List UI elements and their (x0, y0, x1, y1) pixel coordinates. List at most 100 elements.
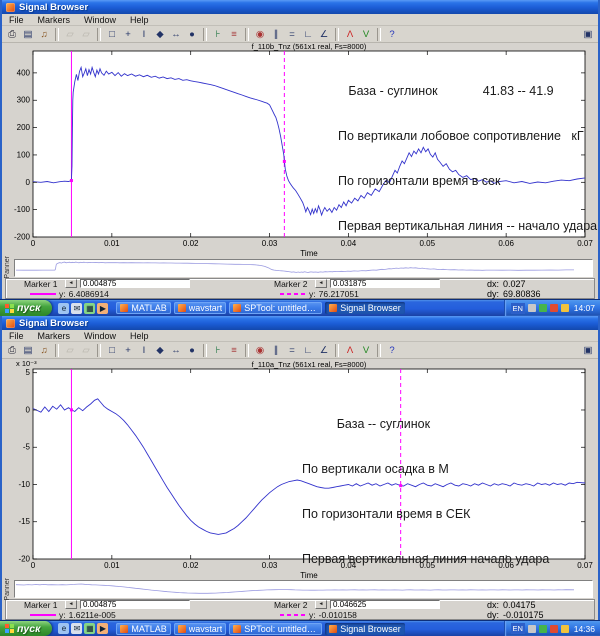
zoom-in-x-icon[interactable]: ↔ (171, 344, 181, 356)
tray-icon-4[interactable] (560, 624, 569, 633)
start-label: пуск (17, 622, 41, 635)
tray-icon-4[interactable] (560, 304, 569, 312)
dock-figure-icon[interactable]: ▣ (583, 28, 593, 40)
marker2-select-button[interactable]: ◄ (315, 279, 327, 288)
taskbar-button-signal-browser[interactable]: Signal Browser (325, 302, 405, 314)
svg-text:x 10⁻³: x 10⁻³ (16, 359, 37, 368)
print-icon[interactable]: ⎙ (8, 344, 16, 356)
panner[interactable] (14, 580, 593, 598)
taskbar-button-matlab[interactable]: MATLAB (116, 302, 171, 314)
zoom-out-x-icon[interactable]: ● (189, 28, 195, 40)
signal-plot-svg[interactable]: 0 0.01 0.02 0.03 0.04 0.05 0.06 0.07 5 0 -5 -10 -15 -… (2, 359, 598, 580)
internet-explorer-icon[interactable]: e (58, 623, 70, 634)
zoom-in-y-icon[interactable]: Ι (142, 344, 146, 356)
start-button[interactable]: пуск (0, 300, 53, 316)
language-indicator[interactable]: EN (510, 302, 525, 314)
vertical-markers-icon[interactable]: ⊦ (215, 344, 221, 356)
signal-plot-svg[interactable]: 0 0.01 0.02 0.03 0.04 0.05 0.06 0.07 -200 -100 0 10… (2, 42, 598, 258)
internet-explorer-icon[interactable]: e (58, 302, 70, 314)
menu-window[interactable]: Window (84, 330, 117, 341)
marker1-select-button[interactable]: ◄ (65, 279, 77, 288)
tray-icon-3[interactable] (549, 624, 558, 633)
toolbar-separator (55, 27, 59, 41)
menu-file[interactable]: File (9, 330, 24, 341)
mail-icon[interactable]: ✉ (71, 623, 83, 634)
marker2-position-input[interactable] (330, 279, 440, 288)
horizontal-markers-icon[interactable]: ≡ (231, 28, 237, 40)
show-desktop-icon[interactable]: ▦ (84, 623, 96, 634)
play-audio-icon[interactable]: ♫ (40, 28, 48, 40)
taskbar-button-wavstart[interactable]: wavstart (173, 302, 227, 314)
marker2-select-button[interactable]: ◄ (315, 600, 327, 609)
menu-window[interactable]: Window (84, 14, 117, 25)
zoom-out-y-icon[interactable]: ◆ (156, 28, 164, 40)
marker-slope-icon[interactable]: ∠ (319, 28, 329, 40)
dock-figure-icon[interactable]: ▣ (583, 344, 593, 356)
restore-view-icon[interactable]: + (125, 344, 131, 356)
zoom-out-y-icon[interactable]: ◆ (156, 344, 164, 356)
menu-markers[interactable]: Markers (37, 330, 71, 341)
peaks-icon[interactable]: Λ (346, 28, 354, 40)
print-preview-icon[interactable]: ▤ (23, 344, 33, 356)
valleys-icon[interactable]: V (362, 344, 370, 356)
tray-icon-1[interactable] (527, 624, 536, 633)
taskbar-top: пуск e ✉ ▦ ▶ MATLAB wavstart SPTool: untitled.s… (0, 299, 600, 316)
mail-icon[interactable]: ✉ (71, 302, 83, 314)
svg-text:0: 0 (26, 405, 31, 414)
annotation-line: База - суглинок 41.83 -- 41.9 (338, 84, 554, 98)
track-signal-icon[interactable]: ◉ (255, 28, 265, 40)
menu-help[interactable]: Help (130, 330, 149, 341)
print-preview-icon[interactable]: ▤ (23, 28, 33, 40)
taskbar-button-wavstart[interactable]: wavstart (173, 622, 227, 635)
valleys-icon[interactable]: V (362, 28, 370, 40)
track-signal-icon[interactable]: ◉ (255, 344, 265, 356)
vertical-markers-icon[interactable]: ⊦ (215, 28, 221, 40)
peaks-icon[interactable]: Λ (346, 344, 354, 356)
static-markers-icon[interactable]: = (289, 28, 295, 40)
media-player-icon[interactable]: ▶ (97, 623, 109, 634)
taskbar-button-matlab[interactable]: MATLAB (116, 622, 171, 635)
tray-icon-3[interactable] (549, 304, 558, 312)
zoom-in-y-icon[interactable]: Ι (142, 28, 146, 40)
panner-label: Panner (4, 577, 11, 601)
show-desktop-icon[interactable]: ▦ (84, 302, 96, 314)
zoom-in-x-icon[interactable]: ↔ (171, 28, 181, 40)
language-indicator[interactable]: EN (510, 623, 525, 634)
taskbar-button-sptool[interactable]: SPTool: untitled.spt (229, 302, 323, 314)
marker1-position-input[interactable] (80, 279, 190, 288)
start-button[interactable]: пуск (0, 621, 53, 636)
media-player-icon[interactable]: ▶ (97, 302, 109, 314)
restore-view-icon[interactable]: + (125, 28, 131, 40)
annotation-line: По вертикали осадка в М (302, 462, 449, 476)
menu-help[interactable]: Help (130, 14, 149, 25)
tray-icon-2[interactable] (538, 304, 547, 312)
marker1-select-button[interactable]: ◄ (65, 600, 77, 609)
horizontal-markers-icon[interactable]: ≡ (231, 344, 237, 356)
play-audio-icon[interactable]: ♫ (40, 344, 48, 356)
zoom-mouse-icon[interactable]: □ (109, 28, 115, 40)
tray-icon-1[interactable] (527, 304, 536, 312)
menu-file[interactable]: File (9, 14, 24, 25)
marker1-position-input[interactable] (80, 600, 190, 609)
svg-text:f_110b_Tnz (561x1 real, Fs=800: f_110b_Tnz (561x1 real, Fs=8000) (252, 42, 367, 51)
panner[interactable] (14, 258, 593, 277)
slave-markers-icon[interactable]: ∥ (273, 28, 279, 40)
window-titlebar[interactable]: Signal Browser (2, 0, 598, 14)
slave-markers-icon[interactable]: ∥ (273, 344, 279, 356)
zoom-out-x-icon[interactable]: ● (189, 344, 195, 356)
menu-markers[interactable]: Markers (37, 14, 71, 25)
static-markers-icon[interactable]: = (289, 344, 295, 356)
window-titlebar[interactable]: Signal Browser (2, 316, 598, 330)
marker-corner-icon[interactable]: ∟ (303, 28, 313, 40)
taskbar-button-signal-browser[interactable]: Signal Browser (325, 622, 405, 635)
zoom-mouse-icon[interactable]: □ (109, 344, 115, 356)
whats-this-icon[interactable]: ? (389, 28, 395, 40)
taskbar-button-sptool[interactable]: SPTool: untitled.spt (229, 622, 323, 635)
marker2-position-input[interactable] (330, 600, 440, 609)
marker-slope-icon[interactable]: ∠ (319, 344, 329, 356)
print-icon[interactable]: ⎙ (8, 28, 16, 40)
whats-this-icon[interactable]: ? (389, 344, 395, 356)
array-signals-icon: ▱ (66, 344, 74, 356)
tray-icon-2[interactable] (538, 624, 547, 633)
marker-corner-icon[interactable]: ∟ (303, 344, 313, 356)
